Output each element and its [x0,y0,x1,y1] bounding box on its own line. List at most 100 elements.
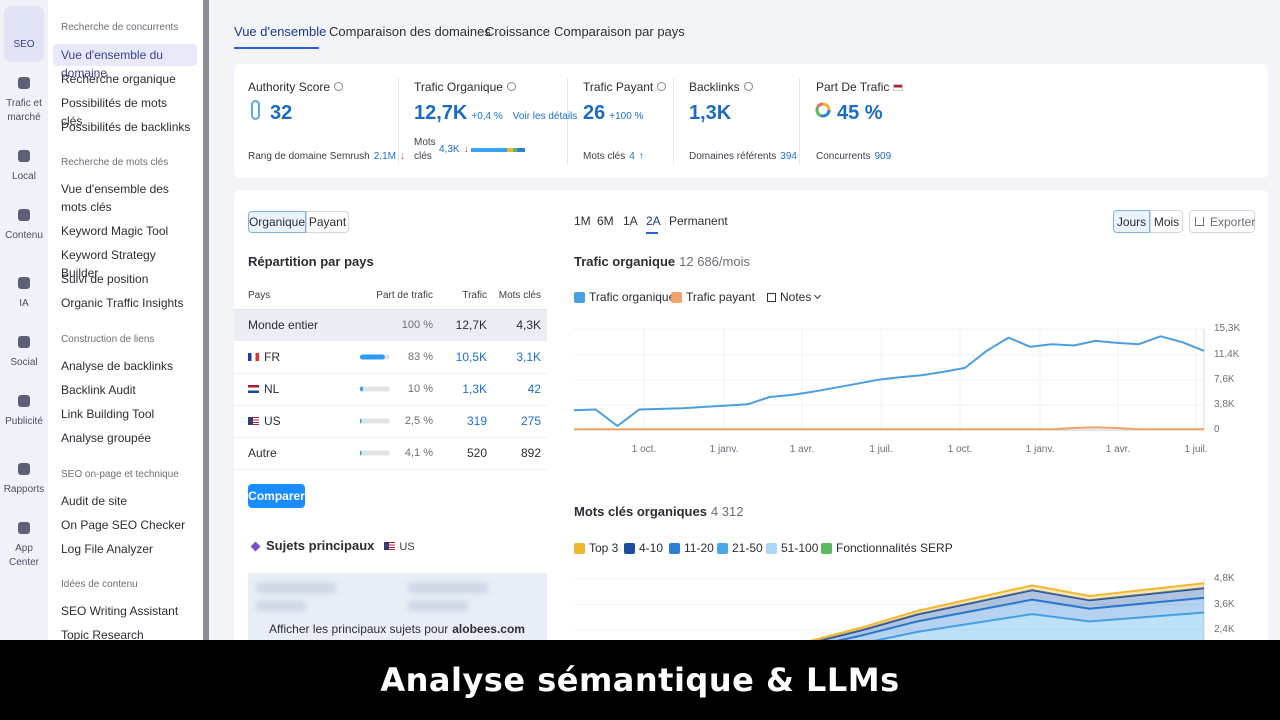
rail-label[interactable]: Publicité [5,416,43,427]
sidebar-item[interactable]: Keyword Magic Tool [61,224,169,238]
legend-item[interactable]: Top 3 [574,539,618,557]
text: Payant [308,215,347,229]
tab[interactable]: Vue d'ensemble [234,23,326,41]
text: 394 [780,151,797,162]
toggle-label[interactable]: Payant [309,213,346,231]
tab[interactable]: Croissance [485,23,550,41]
sidebar-item[interactable]: Keyword Strategy Builder [61,248,156,280]
legend-item[interactable]: 51-100 [766,539,818,557]
text: 1M [574,214,591,228]
sidebar-item[interactable]: Audit de site [61,494,128,508]
keywords-value: 42 [528,380,541,398]
sidebar-item[interactable]: Possibilités de mots clés [61,96,168,128]
legend-item[interactable]: Trafic organique [574,288,675,306]
export-label[interactable]: Exporter [1195,213,1255,231]
legend-label: Fonctionnalités SERP [836,541,953,555]
granularity-button[interactable] [1113,210,1150,233]
blurred-placeholder [256,601,306,611]
traffic-value: 12,7K [456,316,487,334]
divider [673,78,674,164]
toggle-label[interactable]: Organique [249,213,305,231]
text: Backlinks [689,80,740,94]
donut-icon [822,102,831,111]
sidebar-item[interactable]: Analyse groupée [61,431,152,445]
keywords-value: 4,3K [516,316,541,334]
period[interactable]: 6M [597,212,614,230]
row-rule [234,405,547,406]
sidebar-item[interactable]: On Page SEO Checker [61,518,186,532]
toggle-button[interactable] [248,211,306,233]
sidebar-item[interactable]: Backlink Audit [61,383,136,397]
keyword-bar [471,148,507,152]
text: Trafic organique [574,254,676,269]
donut-icon [816,102,824,108]
banner: Analyse sémantique & LLMs [0,640,1280,720]
sidebar-item[interactable]: Organic Traffic Insights [61,296,184,310]
legend-item[interactable]: 11-20 [669,539,714,557]
donut-icon [820,109,831,118]
sidebar-item[interactable]: Log File Analyzer [61,542,154,556]
sidebar-item[interactable]: Suivi de position [61,272,149,286]
rail-label[interactable]: App Center [8,543,39,568]
sidebar-item[interactable]: Topic Research [61,628,144,642]
compare-label[interactable]: Comparer [248,487,305,505]
text: 45 % [837,102,883,124]
sidebar-item[interactable]: SEO Writing Assistant [61,604,179,618]
toggle-button[interactable] [306,211,349,233]
sidebar-item[interactable]: Possibilités de backlinks [61,120,191,134]
sidebar-item[interactable]: Analyse de backlinks [61,359,174,373]
period[interactable]: 1M [574,212,591,230]
tab[interactable]: Comparaison par pays [554,23,685,41]
legend-item[interactable]: Trafic payant [671,288,755,306]
text: Trafic Payant [583,80,654,94]
export-button[interactable] [1189,210,1255,233]
sidebar-item[interactable]: Recherche organique [61,72,176,86]
rail-label[interactable]: Trafic et marché [6,98,42,123]
rail-label[interactable]: IA [19,298,29,309]
legend-item[interactable]: 21-50 [717,539,763,557]
text: 4,8K [1214,573,1235,584]
metric-value: 45 % [837,101,883,125]
traffic-value: 520 [467,444,487,462]
period[interactable]: 2A [646,212,661,230]
x-tick-label: 1 oct. [948,441,972,459]
sidebar-item[interactable]: Vue d'ensemble des mots clés [61,182,169,214]
share-label: 100 % [402,316,433,334]
sidebar-item[interactable]: Vue d'ensemble du domaine [61,48,163,80]
icon [657,82,667,91]
period[interactable]: Permanent [669,212,728,230]
icon [574,291,585,303]
legend-item[interactable]: Fonctionnalités SERP [821,539,953,557]
compare-button[interactable] [248,484,305,508]
text: 1,3K [462,382,487,396]
granularity-label[interactable]: Jours [1117,213,1146,231]
granularity-button[interactable] [1150,210,1183,233]
legend-label: 21-50 [732,541,763,555]
text: Trafic [462,290,487,301]
rail-label[interactable]: Social [10,357,38,368]
rail-label[interactable]: Rapports [3,484,45,495]
country-name: Autre [248,444,277,462]
metric-subvalue: 4,3K ↓ [439,141,469,159]
flag [248,385,259,393]
metric-label: Backlinks [689,78,753,96]
metric-footer: Mots clés 4 ↑ [583,148,644,166]
legend-item[interactable]: 4-10 [624,539,663,557]
sidebar-heading: Recherche de concurrents [61,22,179,33]
tab[interactable]: Comparaison des domaines [329,23,491,41]
rail-label[interactable]: Contenu [5,230,43,241]
topics-message: Afficher les principaux sujets pour alobe… [269,620,525,638]
keywords-value: 3,1K [516,348,541,366]
sidebar-item[interactable]: Link Building Tool [61,407,155,421]
notes-toggle[interactable]: Notes [767,288,822,306]
rail-label[interactable]: Local [12,171,36,182]
period[interactable]: 1A [623,212,638,230]
legend-label: Top 3 [589,541,619,555]
granularity-label[interactable]: Mois [1154,213,1179,231]
text: Sujets principaux [266,538,375,553]
text: 1A [623,214,638,228]
rail-label[interactable]: SEO [13,39,35,50]
text: 2,4K [1214,624,1235,635]
text: Afficher les principaux sujets pour [269,622,449,636]
stacked-area [841,597,1204,640]
